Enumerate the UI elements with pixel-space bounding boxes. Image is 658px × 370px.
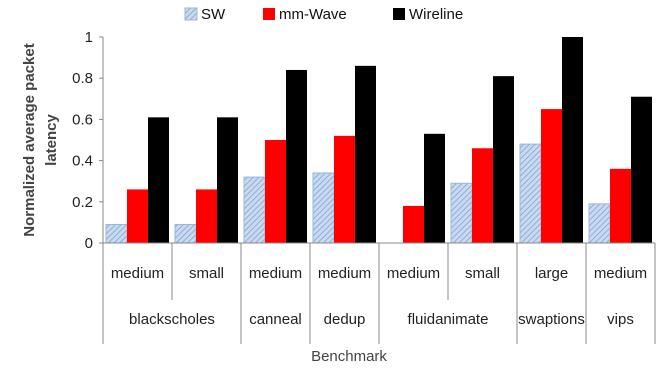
category-label: medium <box>387 265 440 282</box>
legend-label: Wireline <box>409 6 463 23</box>
y-axis-label: Normalized average packet latency <box>21 43 60 236</box>
legend-label: mm-Wave <box>279 6 347 23</box>
category-label: medium <box>594 265 647 282</box>
category-label: large <box>535 265 568 282</box>
category-label: medium <box>249 265 302 282</box>
bar-mm-wave-6 <box>541 109 562 243</box>
bars <box>105 37 652 244</box>
legend-swatch <box>393 8 405 20</box>
bar-mm-wave-2 <box>265 140 286 243</box>
bar-sw-6 <box>519 143 542 244</box>
bar-mm-wave-1 <box>196 189 217 243</box>
bar-mm-wave-0 <box>127 189 148 243</box>
legend-label: SW <box>201 6 226 23</box>
legend-swatch <box>184 7 198 21</box>
y-tick-label: 0 <box>85 235 93 252</box>
bar-sw-2 <box>243 176 266 244</box>
bar-wireline-4 <box>424 133 445 243</box>
y-axis: 0 0.2 0.4 0.6 0.8 1 <box>72 29 104 252</box>
bar-mm-wave-5 <box>472 148 493 243</box>
y-tick-label: 0.4 <box>72 153 93 170</box>
bar-sw-1 <box>174 223 197 244</box>
bar-wireline-5 <box>493 76 514 243</box>
group-label: canneal <box>249 311 302 328</box>
category-label: small <box>189 265 224 282</box>
category-label: medium <box>111 265 164 282</box>
bar-wireline-6 <box>562 37 583 243</box>
group-label: fluidanimate <box>408 311 489 328</box>
bar-mm-wave-4 <box>403 205 424 243</box>
bar-wireline-1 <box>217 117 238 243</box>
bar-wireline-3 <box>355 65 376 243</box>
category-label: medium <box>318 265 371 282</box>
y-tick-label: 1 <box>85 29 93 46</box>
group-label: dedup <box>324 311 366 328</box>
group-label: blackscholes <box>129 311 215 328</box>
y-tick-label: 0.8 <box>72 70 93 87</box>
category-label: small <box>465 265 500 282</box>
bar-wireline-0 <box>148 117 169 243</box>
bar-sw-0 <box>105 223 128 244</box>
group-label: vips <box>607 311 634 328</box>
bar-sw-5 <box>450 182 473 244</box>
bar-sw-7 <box>588 203 611 244</box>
bar-mm-wave-3 <box>334 135 355 243</box>
bar-wireline-2 <box>286 69 307 244</box>
bar-sw-3 <box>312 172 335 244</box>
legend: SW mm-Wave Wireline <box>184 6 463 23</box>
x-axis-label: Benchmark <box>311 348 387 365</box>
x-axis: medium small medium medium medium small large m… <box>102 242 656 344</box>
group-label: swaptions <box>518 311 585 328</box>
bar-wireline-7 <box>631 96 652 244</box>
bar-mm-wave-7 <box>610 168 631 243</box>
y-tick-label: 0.6 <box>72 111 93 128</box>
y-tick-label: 0.2 <box>72 194 93 211</box>
legend-swatch <box>263 8 275 20</box>
